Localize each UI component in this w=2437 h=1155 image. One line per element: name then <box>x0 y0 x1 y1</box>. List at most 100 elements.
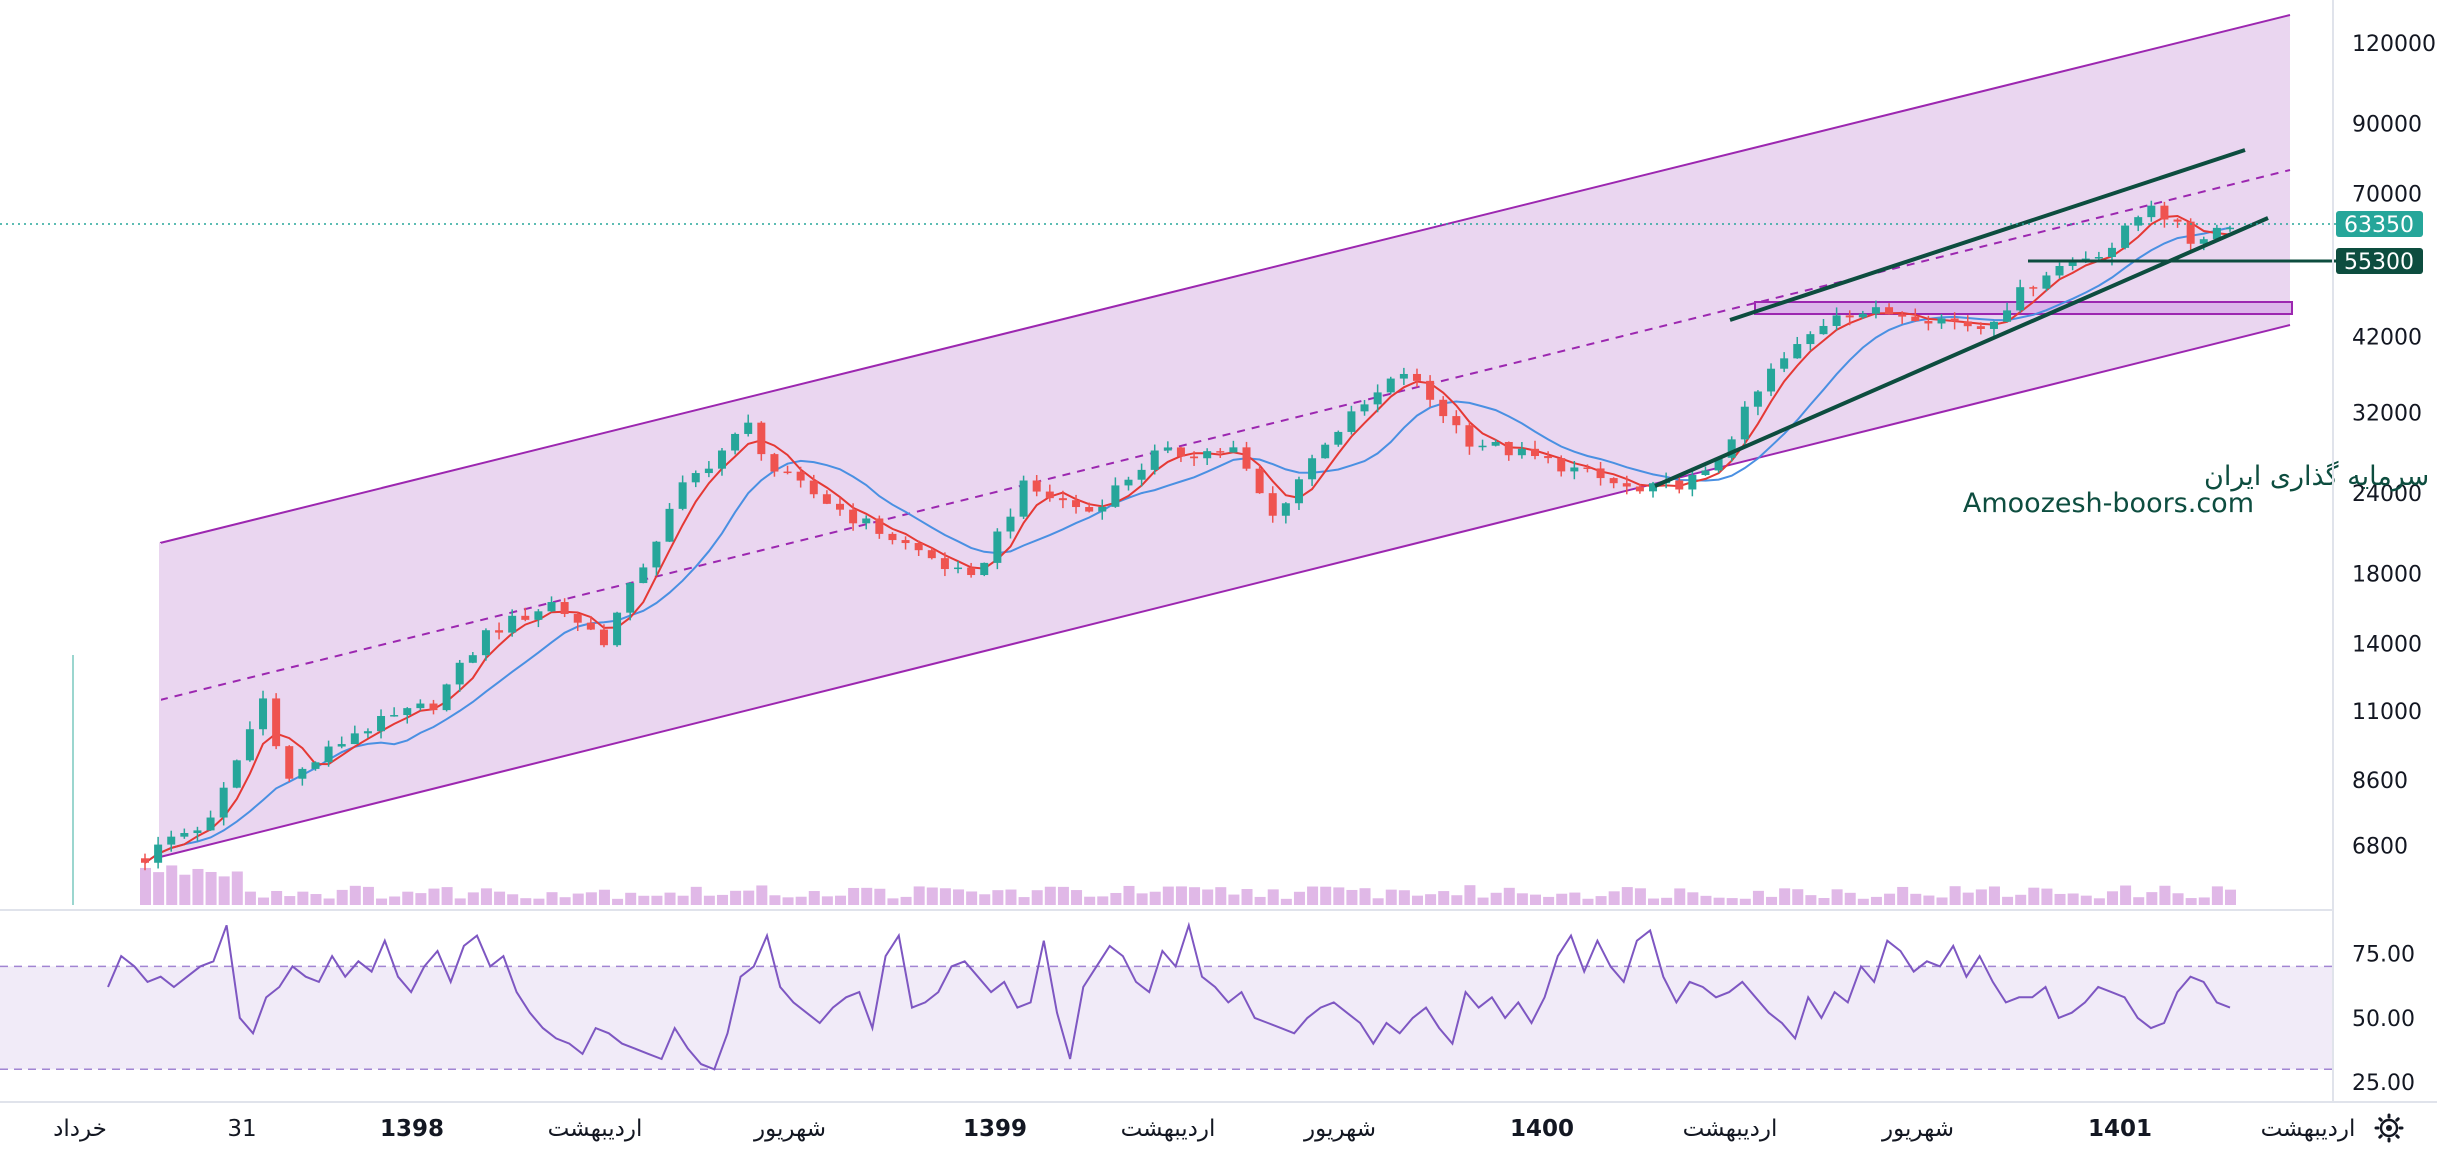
volume-bar <box>1818 898 1830 905</box>
volume-bar <box>1621 887 1633 905</box>
candle-body <box>2042 275 2051 289</box>
candle-body <box>2094 257 2103 259</box>
volume-bar <box>1438 891 1450 905</box>
watermark: انجمن خبرگان سرمایه گذاری ایران Amoozesh… <box>1963 460 2437 519</box>
volume-bar <box>454 898 466 905</box>
candle-body <box>2160 205 2169 220</box>
candle-body <box>914 543 923 551</box>
volume-bar <box>1975 889 1987 905</box>
candle-body <box>337 744 346 747</box>
candle-body <box>1767 368 1776 392</box>
candle-body <box>560 602 569 614</box>
volume-bar <box>1359 888 1371 905</box>
candle-body <box>1832 315 1841 326</box>
rsi-tick-label: 25.00 <box>2352 1071 2415 1096</box>
rsi-band-fill <box>0 966 2333 1070</box>
candle-body <box>193 830 202 834</box>
candle-body <box>2212 227 2221 240</box>
volume-bar <box>1949 886 1961 905</box>
volume-bar <box>743 890 755 905</box>
watermark-line2: Amoozesh-boors.com <box>1963 488 2254 519</box>
price-pane[interactable] <box>0 14 2336 905</box>
candle-body <box>1216 451 1225 453</box>
volume-bar <box>1752 890 1764 905</box>
candle-body <box>1058 498 1067 501</box>
candle-body <box>154 844 163 863</box>
volume-bar <box>1569 892 1581 905</box>
candle-body <box>285 746 294 779</box>
candle-body <box>1072 500 1081 508</box>
candle-body <box>180 833 189 837</box>
rsi-axis[interactable]: 75.00 50.00 25.00 <box>2352 943 2415 1097</box>
volume-bar <box>1215 887 1227 905</box>
gear-icon[interactable] <box>2374 1113 2404 1143</box>
candle-body <box>508 615 517 633</box>
resistance-badge: 55300 <box>2336 248 2423 275</box>
candle-body <box>1321 444 1330 459</box>
time-axis[interactable]: خرداد 31 1398 اردیبهشت شهریور 1399 اردیبهشت شهر… <box>53 1116 2355 1142</box>
volume-bar <box>2172 893 2184 905</box>
volume-bar <box>2080 895 2092 905</box>
volume-bar <box>703 895 715 905</box>
price-tick-label: 11000 <box>2352 700 2422 725</box>
candle-body <box>1740 406 1749 440</box>
candle-body <box>1294 479 1303 504</box>
volume-bar <box>1425 894 1437 905</box>
volume-bar <box>992 890 1004 905</box>
price-tick-label: 18000 <box>2352 563 2422 588</box>
candle-body <box>626 583 635 613</box>
candle-body <box>1006 516 1015 532</box>
volume-bar <box>2106 891 2118 905</box>
candle-body <box>1898 314 1907 317</box>
candle-body <box>1885 307 1894 315</box>
candle-body <box>1950 318 1959 322</box>
candle-body <box>2068 261 2077 266</box>
candle-body <box>1570 467 1579 472</box>
candle-body <box>993 531 1002 563</box>
volume-bar <box>389 896 401 905</box>
price-tick-label: 32000 <box>2352 402 2422 427</box>
volume-bar <box>1267 889 1279 905</box>
candle-body <box>849 509 858 524</box>
candle-body <box>573 613 582 623</box>
candle-body <box>455 662 464 685</box>
volume-bar <box>507 894 519 905</box>
volume-bar <box>1779 888 1791 905</box>
candle-body <box>1019 480 1028 517</box>
volume-bar <box>2093 898 2105 905</box>
price-axis[interactable]: 120000 90000 70000 42000 32000 24000 18000 1400… <box>2352 32 2436 860</box>
rsi-tick-label: 75.00 <box>2352 943 2415 968</box>
candle-body <box>954 567 963 570</box>
volume-bar <box>1464 885 1476 905</box>
candle-body <box>1032 480 1041 492</box>
volume-bar <box>835 895 846 905</box>
candle-body <box>363 731 372 734</box>
gear-icon-ring <box>2379 1118 2399 1138</box>
volume-bar <box>1910 893 1922 905</box>
volume-bar <box>1857 898 1869 905</box>
volume-bar <box>1503 887 1515 905</box>
candle-body <box>534 611 543 620</box>
volume-bar <box>1320 886 1332 905</box>
volume-bar <box>664 892 676 905</box>
candle-body <box>272 698 281 747</box>
volume-bar <box>861 887 873 905</box>
trend-line-resistance <box>1729 148 2246 322</box>
price-tick-label: 24000 <box>2352 482 2422 507</box>
candle-body <box>2226 227 2234 230</box>
price-tick-label: 6800 <box>2352 835 2408 860</box>
candle-body <box>1544 456 1553 459</box>
candle-body <box>665 508 674 542</box>
volume-bar <box>362 886 374 905</box>
rsi-pane[interactable] <box>0 921 2333 1071</box>
candle-body <box>731 433 740 451</box>
time-tick-label: شهریور <box>1303 1116 1376 1142</box>
candle-body <box>2199 239 2208 244</box>
candle-body <box>1347 411 1356 432</box>
volume-bar <box>1097 896 1109 905</box>
volume-bar <box>1372 898 1384 905</box>
volume-bar <box>1844 892 1856 905</box>
volume-bar <box>520 898 532 905</box>
